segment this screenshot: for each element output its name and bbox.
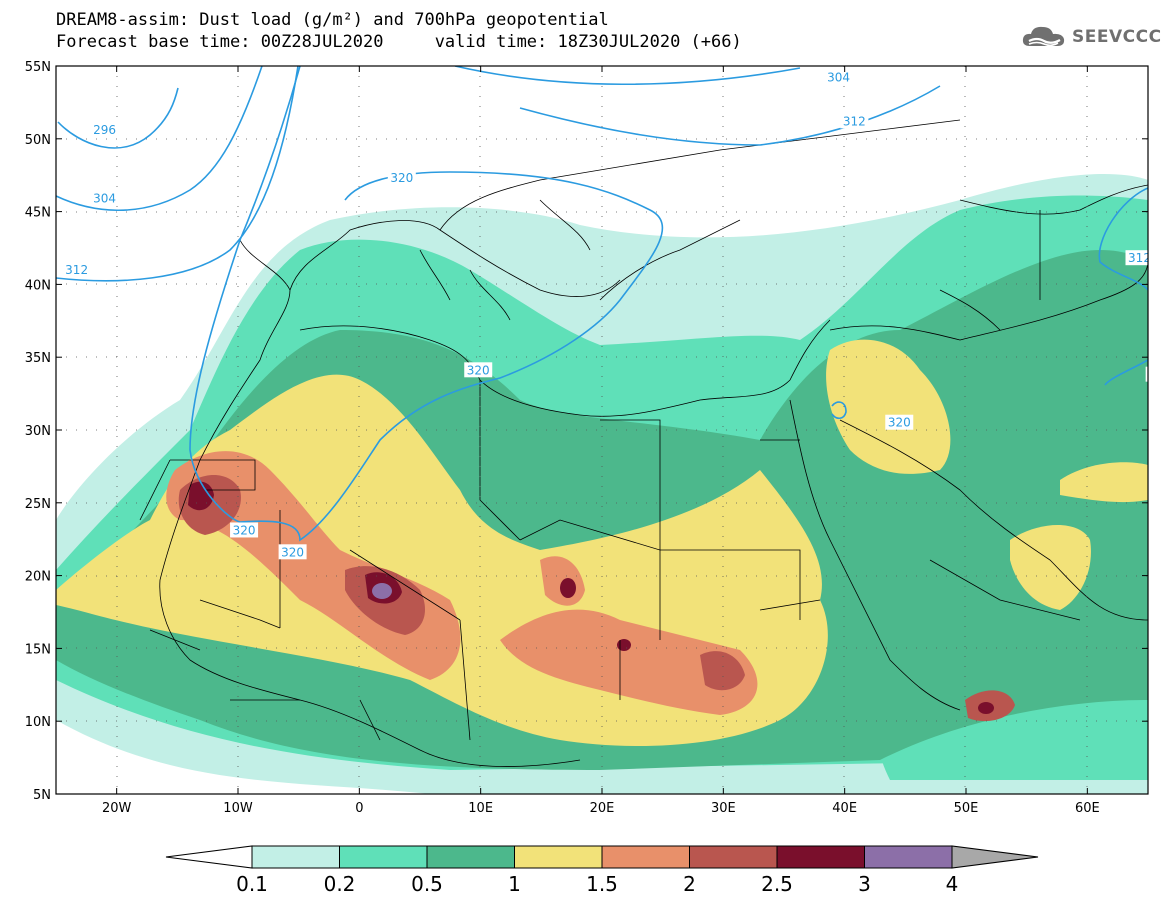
contour-304-east bbox=[454, 66, 801, 86]
dust-band-1b bbox=[826, 339, 951, 474]
contour-320-east bbox=[831, 401, 847, 420]
colorbar-high-arrow bbox=[951, 845, 1039, 869]
seevccc-logo: SEEVCCC bbox=[1020, 24, 1162, 50]
colorbar-swatch bbox=[864, 845, 953, 869]
colorbar-level-label: 4 bbox=[946, 872, 959, 896]
lon-tick-label: 10E bbox=[468, 801, 493, 816]
colorbar-swatch bbox=[601, 845, 690, 869]
lon-tick-label: 0 bbox=[355, 801, 363, 816]
colorbar-level-label: 0.5 bbox=[411, 872, 443, 896]
country-borders bbox=[139, 119, 1148, 767]
lat-tick-label: 5N bbox=[33, 788, 51, 803]
lat-tick-label: 30N bbox=[25, 424, 51, 439]
axis-ticks: 20W 10W 0 10E 20E 30E 40E 50E 60E 55N 50N 45N 40N 35N… bbox=[25, 60, 1148, 816]
contour-label: 320 bbox=[467, 363, 490, 377]
colorbar-level-label: 2 bbox=[683, 872, 696, 896]
lat-tick-label: 15N bbox=[25, 642, 51, 657]
contour-label-bg bbox=[230, 522, 259, 538]
lat-tick-label: 55N bbox=[25, 60, 51, 75]
colorbar-swatch bbox=[339, 845, 428, 869]
lat-tick-label: 10N bbox=[25, 715, 51, 730]
colorbar-level-label: 1 bbox=[508, 872, 521, 896]
cloud-icon bbox=[1022, 26, 1065, 47]
colorbar-swatch bbox=[514, 845, 603, 869]
contour-label-bg bbox=[824, 69, 853, 85]
dust-load-field bbox=[56, 174, 1148, 794]
dust-band-2c bbox=[700, 651, 745, 691]
contour-label-bg bbox=[1145, 366, 1148, 382]
contour-label: 296 bbox=[93, 123, 116, 137]
contour-label-bg bbox=[840, 113, 869, 129]
contour-label-bg bbox=[90, 190, 119, 206]
forecast-time-line: Forecast base time: 00Z28JUL2020 valid t… bbox=[56, 32, 742, 52]
contour-label: 304 bbox=[93, 191, 116, 205]
contour-label: 320 bbox=[281, 545, 304, 559]
colorbar-swatch bbox=[689, 845, 778, 869]
contour-296 bbox=[57, 87, 179, 149]
contour-312-east bbox=[519, 85, 941, 146]
dust-band-2.5c bbox=[560, 578, 576, 598]
contour-320-west bbox=[189, 66, 664, 542]
contour-label-bg bbox=[278, 544, 307, 560]
geopotential-contours bbox=[56, 66, 1148, 542]
contour-label: 320 bbox=[390, 171, 413, 185]
dust-band-2.5e bbox=[978, 702, 994, 714]
lon-tick-label: 50E bbox=[954, 801, 979, 816]
colorbar-swatch bbox=[251, 845, 340, 869]
dust-band-3 bbox=[372, 583, 392, 599]
contour-304-west bbox=[56, 66, 263, 212]
contour-label: 3 bbox=[1148, 368, 1156, 382]
graticule bbox=[56, 66, 1148, 794]
contour-labels: 296 304 312 320 304 312 312 320 320 320 320 3 bbox=[62, 69, 1156, 560]
lat-tick-label: 25N bbox=[25, 497, 51, 512]
colorbar-swatch bbox=[426, 845, 515, 869]
contour-label-bg bbox=[464, 362, 493, 378]
lon-tick-label: 60E bbox=[1075, 801, 1100, 816]
colorbar: 0.1 0.2 0.5 1 1.5 2 2.5 3 4 bbox=[165, 845, 1039, 896]
dust-band-1.5b bbox=[500, 609, 758, 715]
contour-320-far-east bbox=[1104, 359, 1148, 386]
lon-tick-label: 40E bbox=[832, 801, 857, 816]
colorbar-level-label: 1.5 bbox=[586, 872, 618, 896]
dust-band-1d bbox=[1060, 462, 1148, 503]
contour-label-bg bbox=[90, 122, 119, 138]
map-plot-area: 296 304 312 320 304 312 312 320 320 320 320 3 bbox=[56, 66, 1156, 794]
contour-label-bg bbox=[387, 170, 416, 186]
colorbar-level-label: 0.2 bbox=[324, 872, 356, 896]
lon-tick-label: 10W bbox=[223, 801, 253, 816]
contour-312-west bbox=[56, 66, 299, 282]
colorbar-level-label: 3 bbox=[858, 872, 871, 896]
dust-band-2.5d bbox=[617, 639, 631, 651]
colorbar-level-label: 0.1 bbox=[236, 872, 268, 896]
lon-tick-label: 20W bbox=[102, 801, 132, 816]
colorbar-low-arrow bbox=[165, 845, 253, 869]
lat-tick-label: 20N bbox=[25, 570, 51, 585]
contour-label-bg bbox=[62, 261, 91, 277]
contour-label-bg bbox=[885, 414, 914, 430]
colorbar-level-label: 2.5 bbox=[761, 872, 793, 896]
lat-tick-label: 35N bbox=[25, 351, 51, 366]
contour-label: 312 bbox=[843, 114, 866, 128]
lat-tick-label: 40N bbox=[25, 278, 51, 293]
contour-label-bg bbox=[1125, 250, 1148, 266]
lat-tick-label: 45N bbox=[25, 206, 51, 221]
logo-text: SEEVCCC bbox=[1072, 27, 1162, 47]
lon-tick-label: 30E bbox=[711, 801, 736, 816]
map-title: DREAM8-assim: Dust load (g/m²) and 700hP… bbox=[56, 10, 609, 30]
colorbar-swatch bbox=[776, 845, 865, 869]
contour-312-far-east bbox=[1098, 187, 1148, 291]
contour-label: 312 bbox=[1128, 251, 1151, 265]
contour-label: 320 bbox=[888, 416, 911, 430]
lon-tick-label: 20E bbox=[590, 801, 615, 816]
contour-label: 304 bbox=[827, 71, 850, 85]
lat-tick-label: 50N bbox=[25, 133, 51, 148]
contour-label: 320 bbox=[233, 523, 256, 537]
dust-band-2.5 bbox=[188, 481, 214, 511]
contour-label: 312 bbox=[65, 263, 88, 277]
